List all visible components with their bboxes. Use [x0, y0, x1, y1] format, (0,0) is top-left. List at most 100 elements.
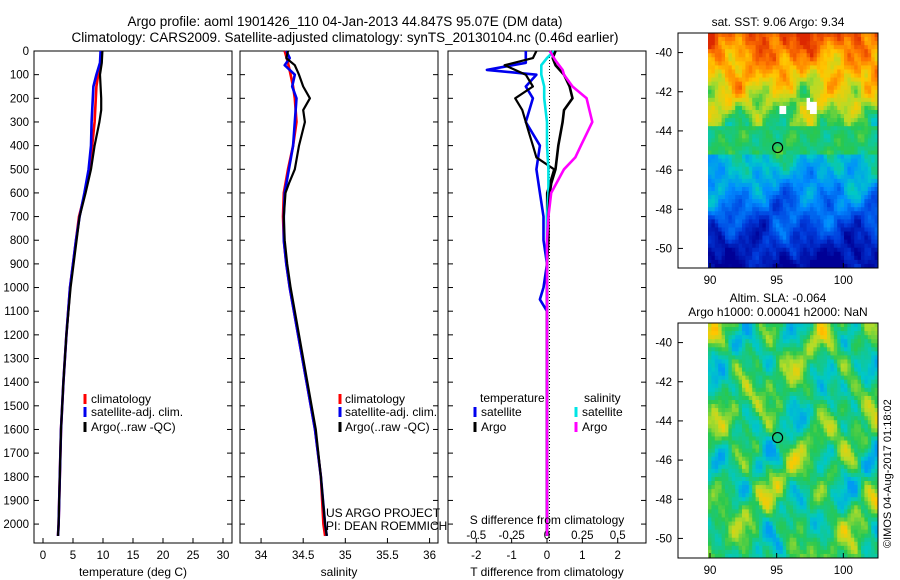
map-cell: [772, 235, 777, 241]
map-cell: [810, 259, 814, 265]
map-cell: [708, 331, 712, 336]
map-cell: [745, 114, 750, 119]
map-cell: [738, 452, 743, 458]
map-cell: [728, 118, 733, 123]
map-cell: [786, 93, 791, 99]
map-cell: [725, 203, 729, 208]
map-cell: [728, 428, 733, 433]
map-cell: [789, 420, 794, 425]
map-cell: [748, 105, 753, 111]
map-cell: [871, 255, 876, 261]
map-cell: [867, 118, 872, 123]
map-cell: [796, 174, 801, 180]
sst-latitude-tick-label: -40: [655, 48, 672, 60]
map-cell: [765, 235, 770, 241]
map-cell: [748, 199, 753, 204]
map-cell: [803, 49, 808, 54]
map-cell: [786, 239, 791, 245]
map-cell: [769, 399, 774, 405]
map-cell: [871, 138, 876, 143]
map-cell: [813, 49, 818, 54]
map-cell: [745, 235, 750, 241]
map-cell: [769, 432, 774, 437]
map-cell: [735, 428, 740, 433]
map-cell: [738, 134, 743, 139]
map-cell: [796, 166, 801, 172]
map-cell: [762, 178, 767, 184]
map-cell: [742, 162, 746, 168]
map-cell: [738, 162, 743, 168]
map-cell: [837, 118, 842, 123]
map-cell: [742, 41, 746, 46]
map-cell: [830, 93, 835, 99]
map-cell: [728, 231, 733, 237]
map-cell: [806, 379, 811, 385]
map-cell: [850, 219, 855, 224]
map-cell: [762, 207, 767, 212]
map-cell: [823, 158, 828, 164]
map-cell: [742, 174, 746, 180]
map-cell: [762, 383, 767, 389]
map-cell: [827, 363, 831, 369]
map-cell: [748, 420, 753, 425]
map-cell: [820, 408, 825, 413]
map-cell: [731, 223, 736, 228]
map-cell: [708, 122, 712, 127]
map-cell: [772, 138, 777, 143]
map-cell: [864, 49, 869, 54]
map-cell: [861, 162, 865, 168]
map-cell: [786, 122, 791, 127]
map-cell: [731, 327, 736, 332]
map-cell: [776, 154, 780, 160]
map-cell: [735, 440, 740, 446]
map-cell: [837, 231, 842, 237]
map-cell: [813, 77, 818, 83]
map-cell: [833, 219, 838, 224]
map-cell: [847, 118, 852, 123]
map-cell: [837, 351, 842, 356]
map-cell: [762, 85, 767, 91]
map-cell: [854, 371, 859, 377]
map-cell: [711, 259, 716, 265]
map-cell: [806, 203, 811, 208]
map-cell: [806, 395, 811, 401]
map-cell: [816, 416, 821, 421]
map-cell: [745, 359, 750, 365]
map-cell: [738, 114, 743, 119]
map-cell: [806, 142, 811, 147]
map-cell: [803, 351, 808, 356]
map-cell: [759, 215, 763, 220]
map-cell: [871, 375, 876, 381]
map-cell: [742, 73, 746, 79]
map-cell: [816, 363, 821, 369]
map-cell: [765, 150, 770, 156]
map-cell: [782, 387, 787, 393]
map-cell: [721, 395, 726, 401]
map-cell: [745, 45, 750, 50]
map-cell: [748, 101, 753, 107]
map-cell: [776, 203, 780, 208]
map-cell: [793, 93, 797, 99]
map-cell: [796, 235, 801, 241]
map-cell: [759, 146, 763, 151]
map-cell: [857, 65, 862, 70]
map-cell: [735, 101, 740, 107]
map-cell: [813, 327, 818, 332]
map-cell: [793, 235, 797, 241]
map-cell: [711, 448, 716, 454]
map-cell: [711, 383, 716, 389]
map-cell: [731, 383, 736, 389]
map-cell: [748, 215, 753, 220]
map-cell: [813, 215, 818, 220]
map-cell: [765, 355, 770, 360]
map-cell: [759, 162, 763, 168]
map-cell: [725, 77, 729, 83]
map-cell: [857, 359, 862, 365]
map-cell: [786, 408, 791, 413]
map-cell: [827, 391, 831, 397]
map-cell: [820, 432, 825, 437]
map-cell: [714, 166, 719, 172]
map-cell: [731, 130, 736, 135]
map-cell: [813, 444, 818, 450]
map-cell: [830, 65, 835, 70]
